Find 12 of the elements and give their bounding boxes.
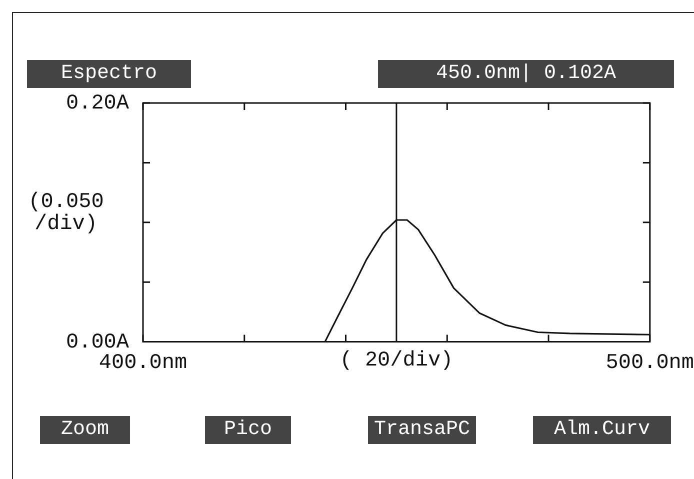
text: Zoom [40, 416, 130, 444]
text: Alm.Curv [533, 416, 671, 444]
y-tick-label: 0.00A [66, 331, 130, 354]
x-tick-label: 500.0nm [606, 352, 694, 375]
text: Pico [205, 416, 291, 444]
text: TransaPC [368, 416, 476, 444]
chart-title: Espectro [27, 60, 191, 88]
x-axis-title: ( 20/div) [340, 349, 454, 372]
y-tick-label: 0.20A [66, 92, 130, 116]
y-axis-title: (0.050 /div) [28, 190, 104, 236]
text: 450.0nm| 0.102A [378, 60, 674, 88]
x-tick-label: 400.0nm [98, 352, 188, 375]
